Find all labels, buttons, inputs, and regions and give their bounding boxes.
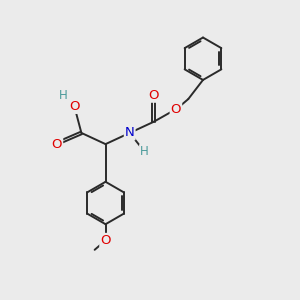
- Text: O: O: [148, 89, 159, 102]
- Text: O: O: [52, 138, 62, 151]
- Text: O: O: [171, 103, 181, 116]
- Text: H: H: [140, 145, 149, 158]
- Text: O: O: [69, 100, 80, 113]
- Text: H: H: [59, 89, 68, 102]
- Text: N: N: [125, 126, 135, 140]
- Text: O: O: [100, 234, 111, 247]
